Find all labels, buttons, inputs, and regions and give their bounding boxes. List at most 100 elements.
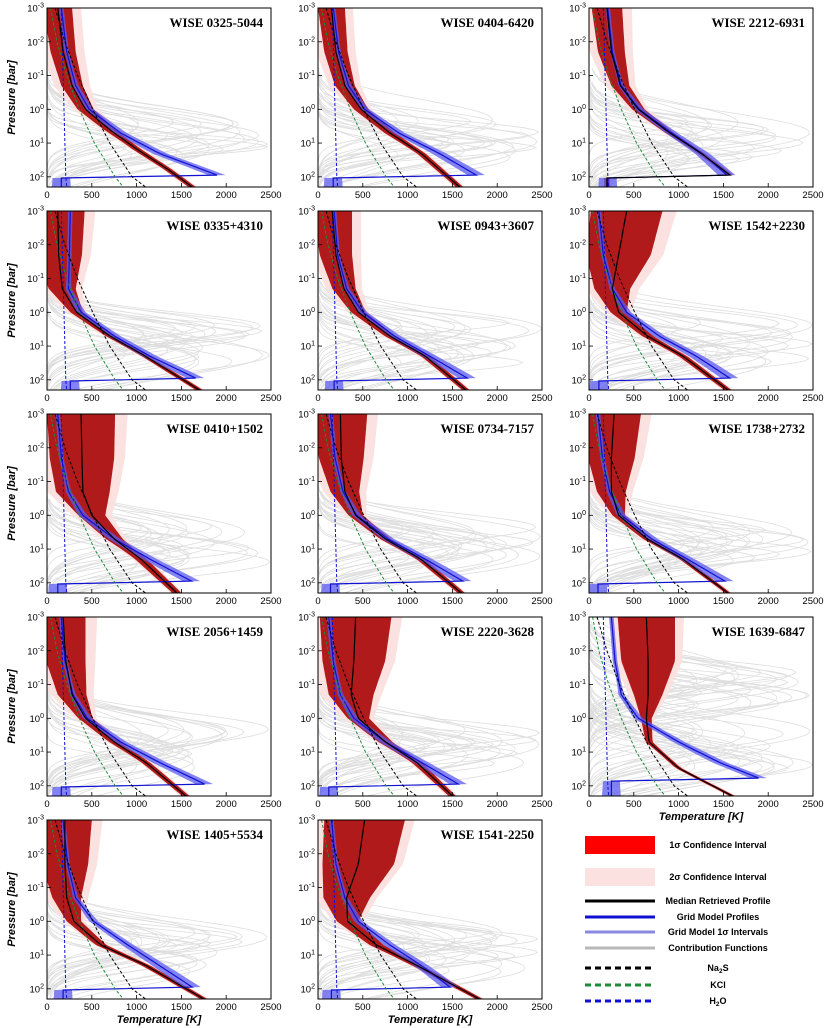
panel-frame [317, 413, 543, 594]
x-tick-label: 1000 [397, 393, 418, 404]
panel-title: WISE 1405+5534 [166, 827, 263, 842]
x-tick-label: 2000 [216, 596, 237, 607]
kcl-curve [321, 8, 395, 187]
y-tick-label: 102 [301, 780, 316, 792]
panel-wise-1639-6847: 0 500 1000 1500 2000 2500 10-3 10-2 10-1 100 101 10… [569, 612, 823, 824]
kcl-curve [50, 211, 124, 390]
h2o-curve [60, 211, 68, 390]
h2o-curve [331, 414, 339, 593]
x-tick-label: 2500 [260, 393, 281, 404]
y-tick-label: 100 [30, 916, 45, 928]
panel-wise-2220-3628: 0 500 1000 1500 2000 2500 10-3 10-2 10-1 100 101 10… [298, 612, 552, 811]
h2o-curve [331, 820, 339, 999]
y-axis-label: Pressure [bar] [6, 669, 18, 744]
panel-frame [46, 616, 272, 797]
y-tick-label: 102 [301, 374, 316, 386]
median-profile [346, 820, 480, 999]
x-axis-label: Temperature [K] [388, 1014, 473, 1026]
x-tick-label: 1000 [668, 190, 689, 201]
y-tick-label: 10-1 [27, 70, 44, 82]
legend-item-7: KCl [585, 980, 726, 990]
y-tick-label: 10-3 [298, 612, 315, 624]
y-tick-label: 10-2 [27, 442, 44, 454]
h2o-curve [331, 617, 339, 796]
panel-wise-0410+1502: 0 500 1000 1500 2000 2500 10-3 10-2 10-1 100 101 10… [6, 409, 282, 608]
x-tick-label: 2500 [260, 190, 281, 201]
x-tick-label: 2000 [758, 596, 779, 607]
y-tick-label: 101 [30, 138, 45, 150]
x-tick-label: 1500 [171, 393, 192, 404]
legend-label: Grid Model 1σ Intervals [668, 927, 768, 937]
y-tick-label: 100 [572, 307, 587, 319]
ci1-band [589, 211, 732, 390]
x-tick-label: 2000 [216, 1002, 237, 1013]
y-tick-label: 10-1 [27, 273, 44, 285]
y-tick-label: 102 [30, 577, 45, 589]
na2s-curve [54, 8, 146, 187]
x-tick-label: 2000 [216, 190, 237, 201]
y-tick-label: 101 [301, 544, 316, 556]
y-tick-label: 10-2 [569, 442, 586, 454]
x-tick-label: 0 [315, 393, 320, 404]
grid-model-band [53, 820, 201, 999]
x-tick-label: 1000 [397, 596, 418, 607]
panel-title: WISE 1541-2250 [440, 827, 534, 842]
y-tick-label: 10-3 [298, 206, 315, 218]
grid-model-profile [62, 820, 195, 999]
y-tick-label: 10-2 [298, 645, 315, 657]
x-tick-label: 1000 [397, 1002, 418, 1013]
x-tick-label: 0 [586, 393, 591, 404]
legend-label: KCl [710, 980, 726, 990]
panel-plot-area [47, 211, 270, 390]
grid-model-profile [57, 414, 194, 593]
y-tick-label: 102 [572, 577, 587, 589]
y-axis-label: Pressure [bar] [6, 60, 18, 135]
panel-plot-area [318, 414, 541, 593]
x-tick-label: 1500 [171, 596, 192, 607]
x-tick-label: 500 [355, 393, 371, 404]
panel-wise-2056+1459: 0 500 1000 1500 2000 2500 10-3 10-2 10-1 100 101 10… [6, 612, 282, 811]
y-tick-label: 10-2 [569, 239, 586, 251]
panel-plot-area [47, 8, 269, 187]
grid-model-profile [598, 211, 732, 390]
x-tick-label: 2500 [531, 1002, 552, 1013]
y-tick-label: 10-2 [27, 645, 44, 657]
panel-plot-area [47, 414, 271, 593]
legend-item-6: Na2S [585, 963, 729, 975]
panel-frame [588, 413, 814, 594]
x-tick-label: 1500 [442, 190, 463, 201]
grid-model-profile [60, 8, 218, 187]
x-tick-label: 0 [44, 1002, 49, 1013]
panel-plot-area [318, 820, 539, 999]
legend-swatch [585, 868, 655, 886]
x-tick-label: 1500 [171, 799, 192, 810]
x-tick-label: 1000 [668, 393, 689, 404]
h2o-curve [60, 414, 68, 593]
kcl-curve [592, 414, 666, 593]
h2o-curve [60, 820, 68, 999]
ci1-band [591, 8, 733, 187]
panel-wise-0404-6420: 0 500 1000 1500 2000 2500 10-3 10-2 10-1 100 101 10… [298, 3, 552, 202]
x-tick-label: 0 [586, 799, 591, 810]
median-profile [57, 8, 193, 187]
na2s-curve [325, 211, 417, 390]
y-tick-label: 10-3 [298, 815, 315, 827]
x-tick-label: 1500 [713, 596, 734, 607]
panel-title: WISE 0404-6420 [440, 15, 534, 30]
kcl-curve [592, 617, 666, 796]
legend-swatch [585, 836, 655, 854]
y-tick-label: 101 [30, 544, 45, 556]
x-tick-label: 500 [626, 596, 642, 607]
y-tick-label: 102 [301, 983, 316, 995]
panel-plot-area [589, 414, 812, 593]
x-tick-label: 2000 [216, 799, 237, 810]
x-tick-label: 500 [626, 799, 642, 810]
legend-item-8: H2O [585, 996, 727, 1008]
y-tick-label: 101 [30, 341, 45, 353]
y-tick-label: 101 [30, 950, 45, 962]
panel-title: WISE 0943+3607 [437, 218, 534, 233]
y-tick-label: 10-1 [27, 882, 44, 894]
y-tick-label: 101 [30, 747, 45, 759]
x-tick-label: 500 [84, 799, 100, 810]
panel-frame [317, 210, 543, 391]
